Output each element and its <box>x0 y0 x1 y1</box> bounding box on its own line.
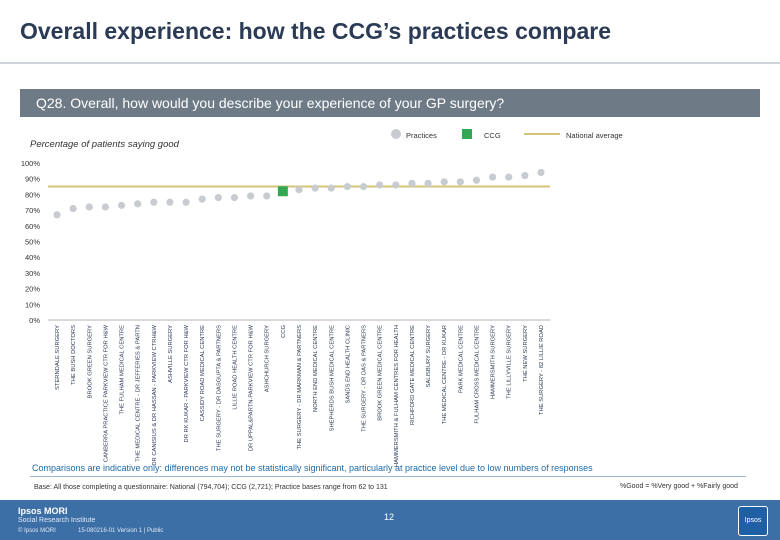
category-label: RICHFORD GATE MEDICAL CENTRE <box>410 325 416 425</box>
category-label: LILLIE ROAD HEALTH CENTRE <box>232 325 238 410</box>
category-label: CCG <box>281 325 287 338</box>
category-label: BROOK GREEN MEDICAL CENTRE <box>378 325 384 421</box>
category-label: THE NEW SURGERY <box>523 325 529 382</box>
category-label: STERNDALE SURGERY <box>55 325 61 390</box>
practice-point <box>198 195 206 203</box>
y-tick-label: 70% <box>25 206 40 215</box>
title-divider <box>0 62 780 64</box>
y-tick-label: 80% <box>25 190 40 199</box>
question-text: Q28. Overall, how would you describe you… <box>36 95 505 111</box>
category-label: BROOK GREEN SURGERY <box>87 325 93 398</box>
category-label: DR RK KUKAR - PARKVIEW CTR FOR H&W <box>184 324 190 442</box>
practice-point <box>263 192 271 200</box>
version-text: 15-080216-01 Version 1 | Public <box>78 528 164 534</box>
scatter-chart: 0% 10% 20% 30% 40% 50% 60% 70% 80% 90% 100% STERNDA… <box>21 129 623 467</box>
ipsos-mori-logo-subtitle: Social Research Institute <box>18 517 96 524</box>
ccg-point <box>277 186 288 197</box>
category-label: PARK MEDICAL CENTRE <box>458 325 464 393</box>
category-label: THE FULHAM MEDICAL CENTRE <box>120 325 126 415</box>
practice-point <box>327 184 335 192</box>
practice-point <box>408 179 416 188</box>
practice-point <box>295 186 303 194</box>
y-tick-label: 10% <box>25 300 40 309</box>
category-label: CANBERRA PRACTICE PARKVIEW CTR FOR H&W <box>103 324 109 462</box>
y-tick-label: 90% <box>25 175 40 184</box>
practice-point <box>117 201 126 209</box>
legend-ccg-label: CCG <box>484 131 501 140</box>
question-banner <box>20 89 760 117</box>
practice-point <box>424 179 432 188</box>
category-label: HAMMERSMITH SURGERY <box>491 325 497 399</box>
category-label: THE SURGERY - DR MARKMAN & PARTNERS <box>297 325 303 450</box>
practice-point <box>472 176 481 184</box>
y-tick-label: 60% <box>25 222 40 231</box>
y-tick-label: 30% <box>25 269 40 278</box>
copyright-text: © Ipsos MORI <box>18 528 56 534</box>
practice-point <box>505 173 513 181</box>
category-label: ASHCHURCH SURGERY <box>265 325 271 392</box>
chart-subtitle: Percentage of patients saying good <box>30 139 179 150</box>
category-label: THE LILLYVILLE SURGERY <box>507 325 513 399</box>
category-label: THE SURGERY - 82 LILLIE ROAD <box>539 325 545 415</box>
practice-point <box>182 198 190 206</box>
practice-point <box>392 181 400 189</box>
category-label: FULHAM CROSS MEDICAL CENTRE <box>474 325 480 424</box>
practice-point <box>359 182 368 191</box>
category-label: THE MEDICAL CENTRE - DR JEFFERIES & PART… <box>136 325 142 462</box>
practice-point <box>214 193 222 202</box>
practice-point <box>230 193 239 202</box>
practice-point <box>101 203 109 211</box>
y-tick-label: 20% <box>25 285 40 294</box>
y-tick-label: 0% <box>29 316 40 325</box>
practice-point <box>247 192 255 200</box>
category-label: ASHVILLE SURGERY <box>168 325 174 383</box>
practice-point <box>343 182 351 191</box>
category-label: DR CANISIUS & DR HASSAN - PARKVIEW CTRH&… <box>152 324 158 465</box>
category-label: THE SURGERY - DR DAS & PARTNERS <box>362 325 368 432</box>
practice-point <box>440 178 448 186</box>
practice-point <box>311 184 319 192</box>
ipsos-mori-logo: Ipsos MORI <box>18 506 68 516</box>
y-tick-label: 50% <box>25 238 40 247</box>
category-label: SANDS END HEALTH CLINIC <box>345 325 351 404</box>
category-label: CASSIDY ROAD MEDICAL CENTRE <box>200 325 206 421</box>
disclaimer-divider <box>30 476 746 477</box>
category-label: HAMMERSMITH & FULHAM CENTRES FOR HEALTH <box>394 325 400 467</box>
base-note: Base: All those completing a questionnai… <box>34 484 388 491</box>
category-label: THE MEDICAL CENTRE - DR KUKAR <box>442 325 448 424</box>
legend-national-label: National average <box>566 131 623 140</box>
practice-point <box>85 203 93 211</box>
y-tick-label: 100% <box>21 159 41 168</box>
footer-bar <box>0 500 780 540</box>
legend-practices-label: Practices <box>406 131 437 140</box>
category-label: DR UPPAL&PARTN-PARKVIEW CTR FOR H&W <box>249 324 255 451</box>
legend-practices-marker <box>391 129 401 139</box>
category-label: SALISBURY SURGERY <box>426 325 432 388</box>
disclaimer-text: Comparisons are indicative only: differe… <box>32 463 593 473</box>
category-label: NORTH END MEDICAL CENTRE <box>313 325 319 412</box>
good-definition-note: %Good = %Very good + %Fairly good <box>620 483 738 490</box>
category-label: SHEPHERDS BUSH MEDICAL CENTRE <box>329 325 335 432</box>
practice-point <box>150 198 158 206</box>
category-label: THE SURGERY - DR DASGUPTA & PARTNERS <box>216 325 222 451</box>
y-tick-label: 40% <box>25 253 40 262</box>
practice-point <box>537 168 545 177</box>
title-bar <box>0 0 780 64</box>
practice-point <box>489 173 497 181</box>
practice-point <box>69 204 77 213</box>
practice-point <box>456 178 464 186</box>
page-title: Overall experience: how the CCG’s practi… <box>20 18 611 44</box>
page-number: 12 <box>384 512 395 522</box>
practice-point <box>134 200 142 208</box>
practice-point <box>166 198 174 206</box>
category-label: THE BUSH DOCTORS <box>71 325 77 385</box>
ipsos-badge-icon: Ipsos <box>738 506 768 536</box>
practice-point <box>53 211 61 219</box>
practice-point <box>521 171 529 180</box>
legend-ccg-marker <box>462 129 472 139</box>
practice-point <box>376 181 384 189</box>
